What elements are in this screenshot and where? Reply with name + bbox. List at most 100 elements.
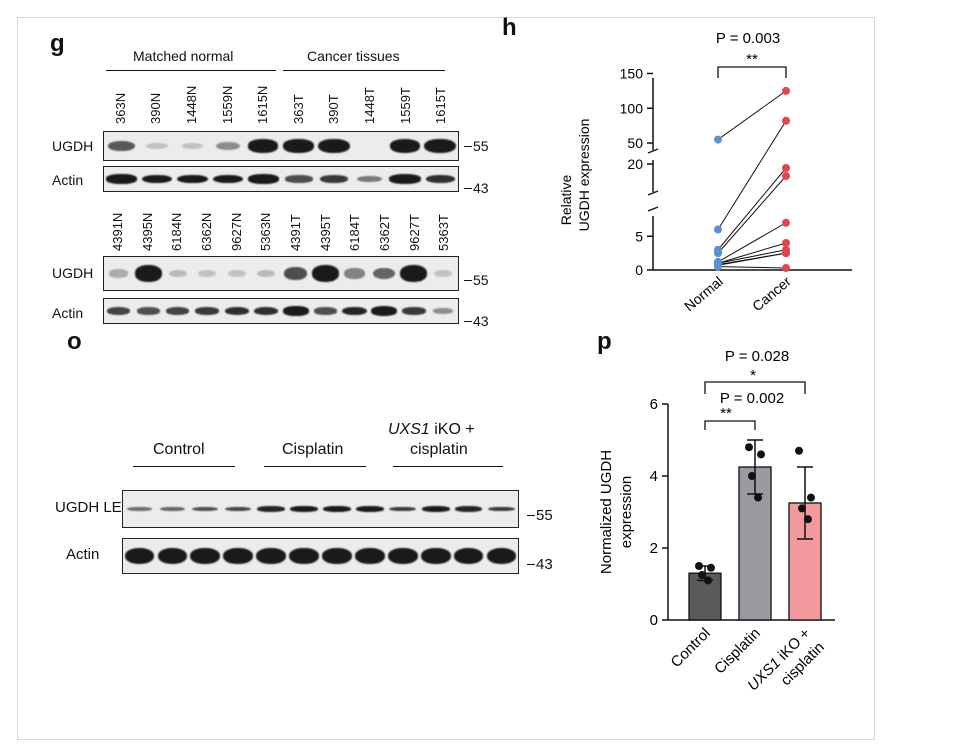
y-tick-label: 6 — [650, 396, 658, 413]
y-axis-label-line2: expression — [618, 476, 635, 549]
blot-band — [284, 267, 308, 280]
blot-band — [160, 506, 185, 512]
blot-band — [254, 306, 279, 316]
group-label-cancer-tissues: Cancer tissues — [307, 48, 400, 64]
blot-band — [223, 547, 254, 565]
blot-band — [282, 306, 309, 316]
mw-marker-55-bottom: 55 — [464, 272, 489, 288]
cancer-point — [782, 263, 790, 272]
blot-band — [322, 547, 352, 565]
normal-point — [714, 135, 722, 144]
data-point — [795, 446, 803, 455]
data-point — [807, 493, 815, 502]
blot-band — [389, 139, 421, 153]
cancer-point — [782, 164, 790, 172]
blot-band — [248, 139, 279, 153]
cancer-point — [782, 172, 790, 180]
blot-band — [389, 174, 421, 184]
blot-band — [177, 174, 208, 184]
blot-ugdh-top — [103, 131, 459, 161]
data-point — [745, 443, 753, 452]
blot-band — [190, 547, 221, 565]
pair-line — [717, 242, 787, 264]
blot-band — [342, 306, 368, 316]
blot-band — [289, 547, 319, 565]
blot-band — [322, 506, 352, 512]
blot-band — [355, 506, 384, 512]
y-tick-label: 20 — [627, 156, 643, 172]
blot-band — [319, 175, 349, 183]
blot-actin-top — [103, 166, 459, 192]
group-label-cisplatin: Cisplatin — [282, 441, 344, 458]
y-tick-label: 5 — [635, 228, 643, 244]
data-point — [748, 472, 756, 480]
y-tick-label: 100 — [620, 100, 644, 116]
blot-band — [108, 140, 136, 152]
group-label-uxs1-line1: UXS1 iKO + — [388, 421, 475, 438]
row-label-actin-o: Actin — [66, 546, 100, 563]
blot-band — [355, 547, 385, 565]
mw-marker-43-top: 43 — [464, 180, 489, 196]
blot-band — [400, 265, 428, 282]
blot-band — [344, 268, 366, 279]
blot-band — [284, 175, 313, 183]
blot-band — [257, 269, 276, 278]
blot-band — [157, 547, 188, 565]
blot-band — [109, 269, 129, 278]
blot-band — [424, 138, 457, 154]
blot-band — [198, 269, 217, 278]
blot-band — [486, 547, 517, 565]
blot-band — [146, 142, 168, 150]
blot-actin-o — [122, 538, 519, 574]
axis-break-mark — [647, 206, 659, 212]
blot-band — [311, 265, 339, 282]
row-label-ugdh-le: UGDH LE — [55, 499, 122, 516]
blot-band — [247, 174, 279, 184]
panel-label-o: o — [67, 328, 82, 355]
y-axis-label-line2: UGDH expression — [576, 119, 592, 232]
mw-marker-55-top: 55 — [464, 138, 489, 154]
data-point — [798, 504, 806, 513]
blot-band — [141, 174, 173, 184]
y-tick-label: 0 — [635, 262, 643, 278]
blot-band — [454, 506, 483, 512]
blot-band — [192, 506, 219, 512]
group-label-control: Control — [153, 441, 205, 458]
blot-band — [168, 269, 187, 278]
cancer-point — [782, 116, 790, 125]
blot-band — [433, 308, 454, 314]
blot-band — [356, 175, 383, 183]
y-tick-label: 4 — [650, 468, 658, 485]
cancer-point — [782, 218, 790, 227]
blot-band — [215, 141, 241, 151]
mw-marker-55-o: 55 — [527, 507, 553, 524]
blot-band — [421, 506, 450, 512]
blot-band — [425, 174, 455, 184]
blot-band — [224, 306, 249, 316]
data-point — [707, 563, 715, 572]
blot-band — [257, 506, 285, 512]
significance-bracket — [704, 381, 806, 394]
blot-band — [107, 307, 131, 315]
cancer-point — [782, 239, 790, 247]
axis-break-mark — [647, 148, 659, 154]
pair-line — [717, 90, 787, 140]
blot-band — [106, 174, 138, 184]
y-axis-label-line1: Relative — [558, 175, 574, 226]
blot-band — [434, 269, 453, 278]
y-tick-label: 0 — [650, 612, 658, 629]
group-label-matched-normal: Matched normal — [133, 48, 234, 64]
blot-band — [195, 307, 220, 315]
blot-band — [453, 547, 484, 565]
panel-label-p: p — [597, 328, 612, 355]
group-line-cisplatin — [264, 466, 366, 467]
panel-label-h: h — [502, 14, 517, 41]
group-line-uxs1 — [393, 466, 503, 467]
blot-band — [227, 269, 246, 278]
blot-band — [371, 306, 398, 316]
significance-stars: ** — [720, 405, 732, 422]
data-point — [757, 450, 765, 459]
group-line-control — [133, 466, 235, 467]
data-point — [695, 562, 703, 570]
